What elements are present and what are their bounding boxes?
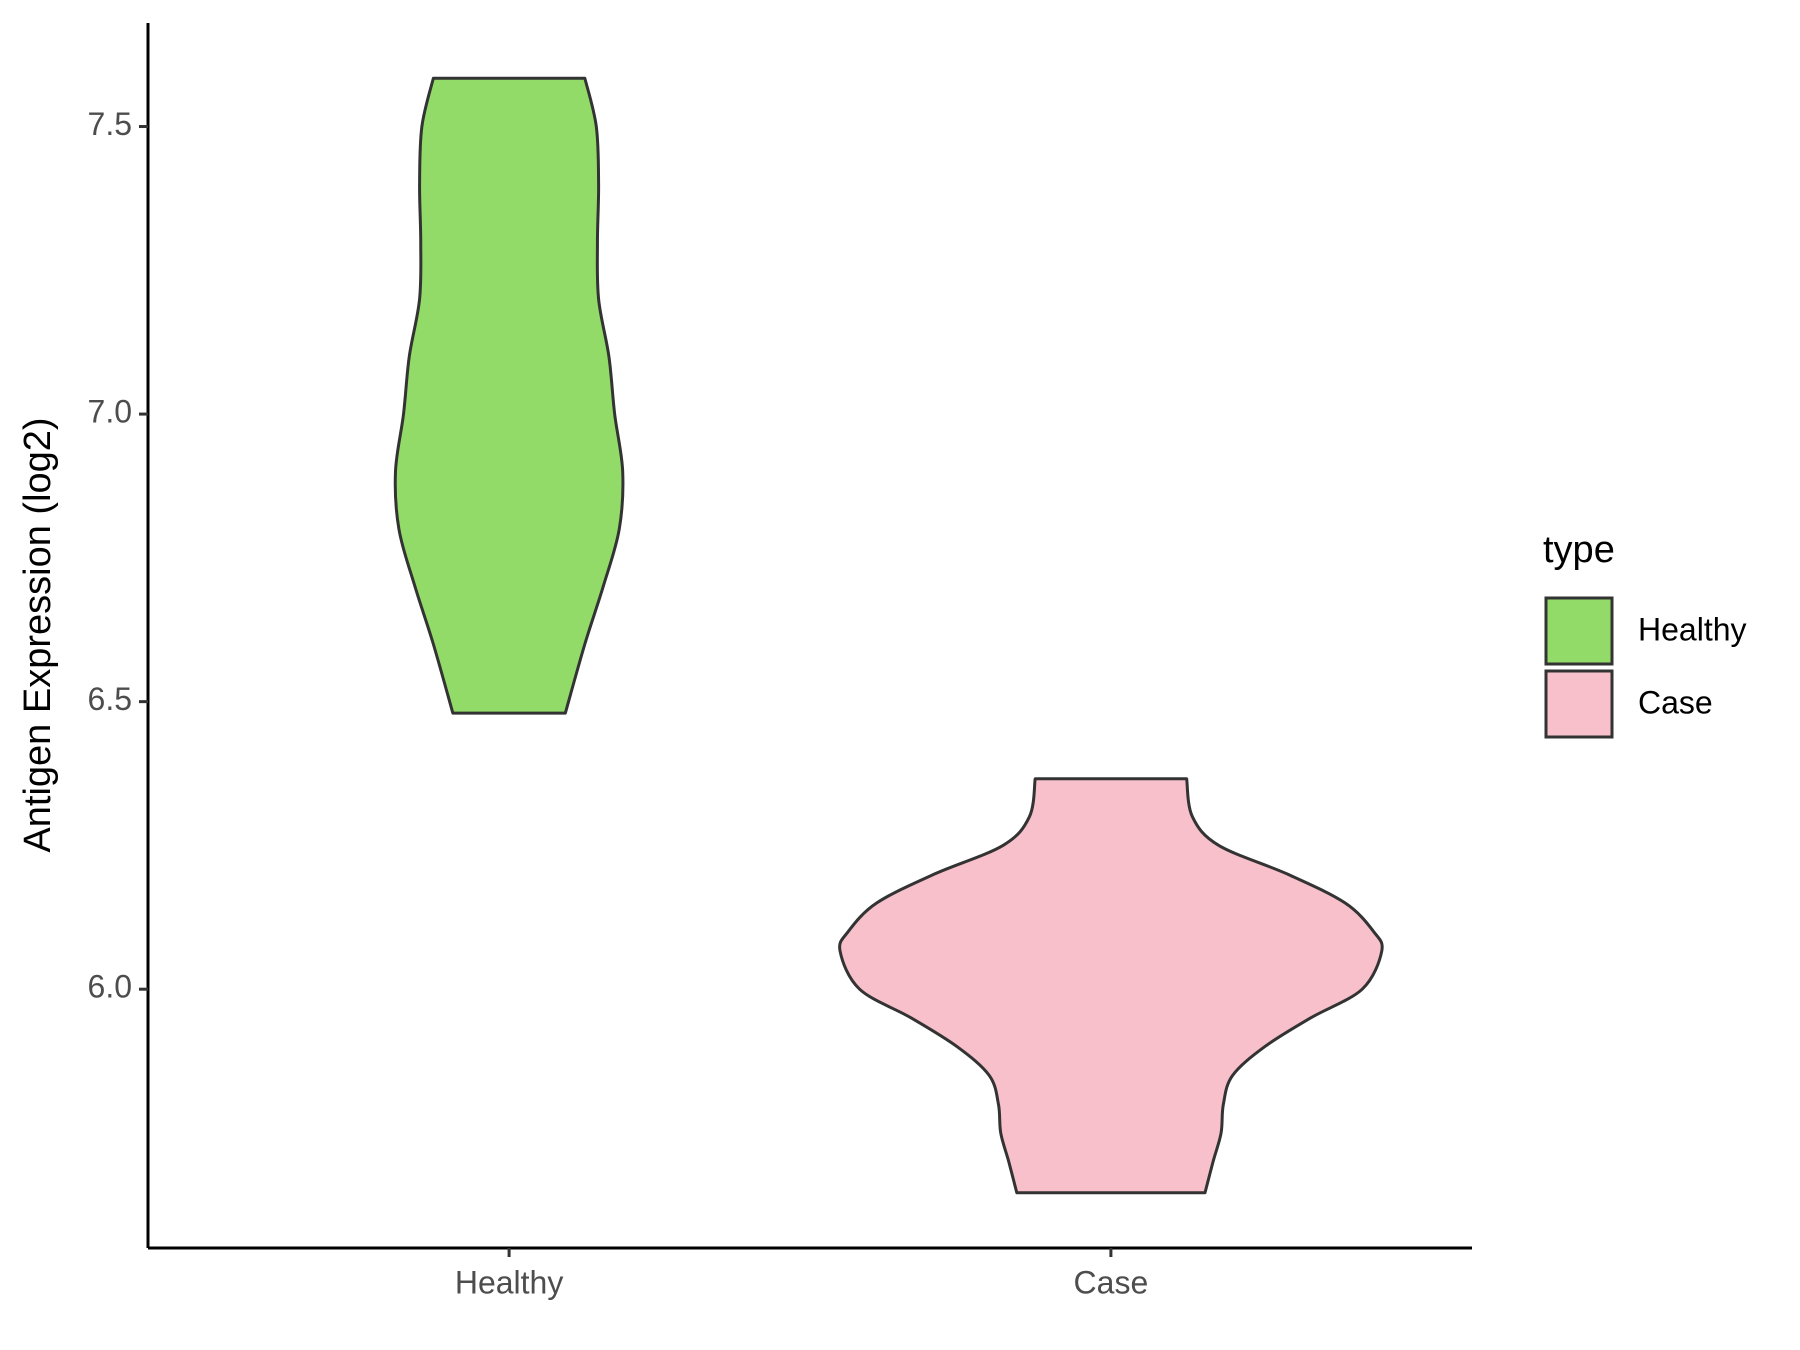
legend-key	[1544, 669, 1614, 739]
y-tick-label: 6.0	[88, 969, 132, 1005]
y-tick-label: 7.5	[88, 106, 132, 142]
legend-label: Healthy	[1638, 611, 1747, 647]
legend-key	[1544, 596, 1614, 666]
y-tick-label: 7.0	[88, 394, 132, 430]
legend-title: type	[1543, 529, 1615, 571]
x-tick-label: Case	[1074, 1264, 1149, 1300]
y-tick-label: 6.5	[88, 681, 132, 717]
legend-label: Case	[1638, 684, 1713, 720]
violin	[393, 76, 625, 715]
violin	[838, 777, 1384, 1195]
x-tick-label: Healthy	[455, 1264, 564, 1300]
y-axis-title: Antigen Expression (log2)	[17, 417, 59, 852]
